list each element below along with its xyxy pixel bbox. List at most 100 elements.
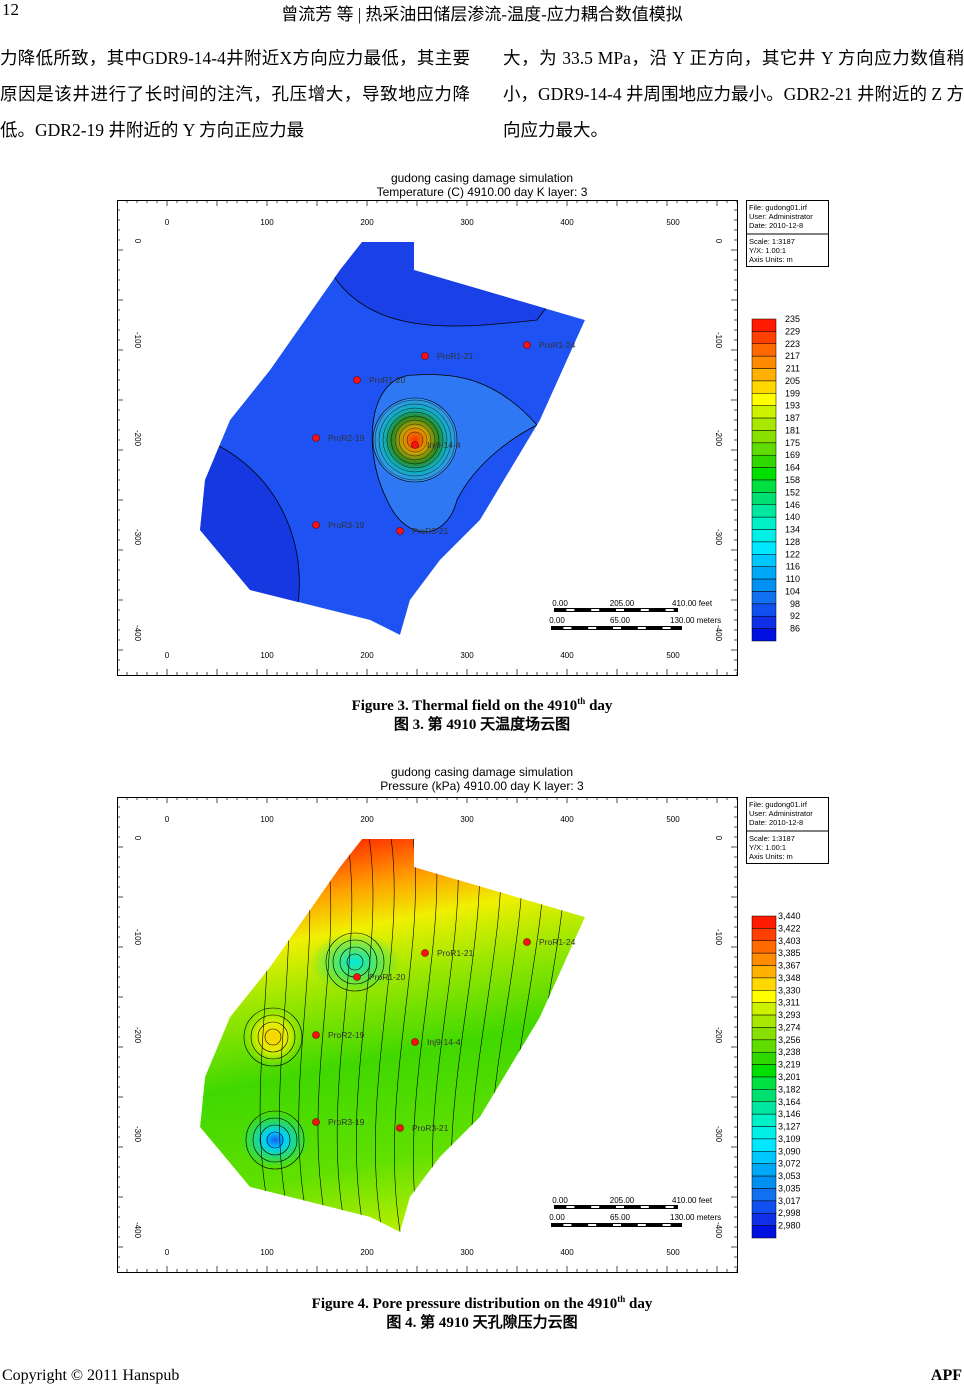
colorbar-label: 116	[786, 562, 800, 572]
colorbar-swatch	[751, 1200, 777, 1214]
colorbar-swatch	[751, 1163, 777, 1177]
colorbar-swatch	[751, 928, 777, 942]
contour-line	[259, 1124, 291, 1156]
y-tick-label-right: -400	[714, 1222, 723, 1239]
x-tick-label-bottom: 300	[460, 651, 474, 660]
x-tick-label-bottom: 0	[165, 1248, 170, 1257]
scale-info-line: Axis Units: m	[749, 852, 793, 861]
colorbar-swatch	[751, 318, 777, 332]
colorbar-swatch	[751, 591, 777, 605]
figure-4-title: gudong casing damage simulation Pressure…	[117, 765, 847, 793]
figure-3-title: gudong casing damage simulation Temperat…	[117, 171, 847, 199]
colorbar-swatch	[751, 479, 777, 493]
scale-info-line: Y/X: 1.00:1	[749, 246, 786, 255]
colorbar-label: 98	[790, 599, 800, 609]
scale-bar-segment	[588, 1224, 597, 1226]
x-tick-label-top: 400	[560, 815, 574, 824]
y-tick-label-right: -100	[714, 332, 723, 349]
scale-feet-label: 410.00 feet	[672, 1196, 713, 1205]
colorbar-label: 3,072	[778, 1159, 801, 1169]
colorbar-label: 3,367	[778, 961, 801, 971]
y-tick-label-left: -400	[133, 625, 142, 642]
axis-ticks	[117, 797, 738, 1272]
colorbar-swatch	[751, 578, 777, 592]
scale-bar-segment	[588, 627, 597, 629]
y-tick-label-left: -200	[133, 1027, 142, 1044]
x-tick-label-top: 300	[460, 815, 474, 824]
x-tick-label-bottom: 200	[360, 1248, 374, 1257]
y-tick-label-right: -300	[714, 529, 723, 546]
contour-line	[402, 427, 428, 453]
contour-line	[336, 839, 353, 1232]
contour-line	[374, 399, 456, 481]
x-tick-label-top: 0	[165, 815, 170, 824]
x-tick-label-top: 500	[666, 815, 680, 824]
colorbar-swatch	[751, 1076, 777, 1090]
colorbar-label: 3,035	[778, 1183, 801, 1193]
x-tick-label-bottom: 200	[360, 651, 374, 660]
x-tick-label-bottom: 0	[165, 651, 170, 660]
colorbar-label: 92	[790, 611, 800, 621]
scale-bar-segment	[613, 627, 621, 629]
well-marker	[523, 341, 531, 349]
colorbar-label: 104	[785, 586, 800, 596]
figure-title-line2: Temperature (C) 4910.00 day K layer: 3	[376, 185, 588, 199]
colorbar-label: 175	[785, 438, 800, 448]
colorbar-label: 128	[785, 537, 800, 547]
colorbar-swatch	[751, 504, 777, 518]
colorbar-label: 3,256	[778, 1035, 801, 1045]
colorbar-swatch	[751, 603, 777, 617]
scale-meters-label: 130.00 meters	[670, 1213, 721, 1222]
scale-bar-segment	[637, 1224, 646, 1226]
figure-title-line2: Pressure (kPa) 4910.00 day K layer: 3	[380, 779, 584, 793]
caption-sup: th	[577, 696, 586, 706]
scale-bar-segment	[616, 1206, 624, 1208]
colorbar-label: 3,201	[778, 1072, 801, 1082]
scale-bar-segment	[591, 1206, 600, 1208]
colorbar-swatch	[751, 492, 777, 506]
colorbar-label: 205	[785, 376, 800, 386]
colorbar-swatch	[751, 1126, 777, 1140]
scale-feet-label: 205.00	[610, 1196, 635, 1205]
well-label: ProR3-21	[412, 1123, 449, 1133]
contour-line	[243, 1007, 303, 1067]
colorbar-label: 3,090	[778, 1146, 801, 1156]
colorbar-swatch	[751, 541, 777, 555]
high-pressure-zone	[243, 1007, 303, 1067]
colorbar-swatch	[751, 940, 777, 954]
contour-line	[332, 939, 378, 985]
colorbar-label: 86	[790, 624, 800, 634]
caption-text: Figure 3. Thermal field on the 4910	[351, 698, 578, 714]
colorbar-swatch	[751, 331, 777, 345]
info-line: User: Administrator	[749, 809, 813, 818]
scale-bar-segment	[640, 1206, 649, 1208]
body-text-left: 力降低所致，其中GDR9-14-4井附近X方向应力最低，其主要原因是该井进行了长…	[0, 48, 470, 140]
journal-name: APF	[930, 1367, 962, 1384]
x-tick-label-bottom: 100	[260, 1248, 274, 1257]
scale-bar-segment	[566, 609, 575, 611]
colorbar-label: 3,330	[778, 985, 801, 995]
info-line: Date: 2010-12-8	[749, 221, 803, 230]
colorbar-swatch	[751, 1212, 777, 1226]
well-label: ProR1-24	[539, 937, 576, 947]
caption-zh: 图 3. 第 4910 天温度场云图	[393, 717, 571, 733]
scale-bar-segment	[591, 609, 600, 611]
scale-meters-label: 0.00	[549, 1213, 565, 1222]
colorbar-swatch	[751, 516, 777, 530]
colorbar-label: 3,127	[778, 1122, 801, 1132]
well-marker	[411, 1038, 419, 1046]
contour-line	[317, 839, 332, 1232]
colorbar-label: 140	[785, 512, 800, 522]
low-pressure-zone	[240, 1112, 310, 1168]
colorbar-swatch	[751, 355, 777, 369]
x-tick-label-top: 200	[360, 815, 374, 824]
info-line: File: gudong01.irf	[749, 800, 808, 809]
colorbar-label: 3,238	[778, 1047, 801, 1057]
figure-3-caption: Figure 3. Thermal field on the 4910th da…	[0, 692, 964, 735]
colorbar-label: 2,998	[778, 1208, 801, 1218]
scale-bar-segment	[616, 609, 624, 611]
y-tick-label-right: 0	[714, 836, 723, 841]
well-label: ProR3-21	[412, 526, 449, 536]
contour-line	[390, 415, 440, 465]
x-tick-label-bottom: 300	[460, 1248, 474, 1257]
